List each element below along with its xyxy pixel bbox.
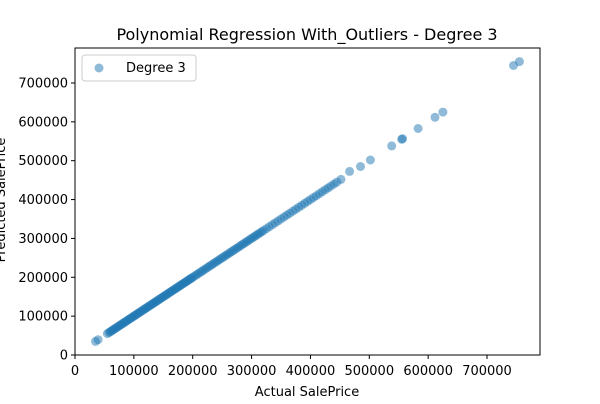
x-axis-ticks: 0 100000 200000 300000 400000 500000 600000 700… <box>71 355 512 379</box>
x-tick-label: 100000 <box>109 364 159 379</box>
y-axis-ticks: 0 100000 200000 300000 400000 500000 600000 700… <box>18 76 75 364</box>
data-point <box>430 112 440 122</box>
y-tick-label: 400000 <box>18 193 68 208</box>
y-tick-label: 300000 <box>18 232 68 247</box>
data-point <box>336 174 346 184</box>
y-tick-label: 0 <box>60 349 68 364</box>
y-tick-label: 500000 <box>18 154 68 169</box>
y-axis-label: Predicted SalePrice <box>0 138 9 263</box>
x-tick-label: 400000 <box>286 364 336 379</box>
legend-label: Degree 3 <box>126 61 186 76</box>
chart-title: Polynomial Regression With_Outliers - De… <box>116 25 497 45</box>
x-tick-label: 700000 <box>462 364 512 379</box>
data-point <box>356 162 365 171</box>
data-point <box>345 166 355 176</box>
legend: Degree 3 <box>81 54 197 82</box>
data-point <box>514 57 524 67</box>
x-tick-label: 200000 <box>168 364 218 379</box>
y-tick-label: 700000 <box>18 76 68 91</box>
data-point <box>387 141 397 151</box>
points-layer <box>91 57 524 346</box>
data-point <box>413 124 423 133</box>
plot-frame <box>74 47 541 356</box>
data-point <box>93 335 103 345</box>
data-point <box>398 134 408 144</box>
y-tick-label: 200000 <box>18 271 68 286</box>
data-point <box>438 107 448 117</box>
y-tick-label: 600000 <box>18 115 68 130</box>
data-point <box>365 155 375 165</box>
y-tick-label: 100000 <box>18 310 68 325</box>
x-tick-label: 600000 <box>403 364 453 379</box>
x-tick-label: 500000 <box>344 364 394 379</box>
x-tick-label: 0 <box>71 364 79 379</box>
legend-marker <box>94 63 104 73</box>
x-axis-label: Actual SalePrice <box>255 385 359 400</box>
legend-frame <box>81 54 197 82</box>
x-tick-label: 300000 <box>227 364 277 379</box>
